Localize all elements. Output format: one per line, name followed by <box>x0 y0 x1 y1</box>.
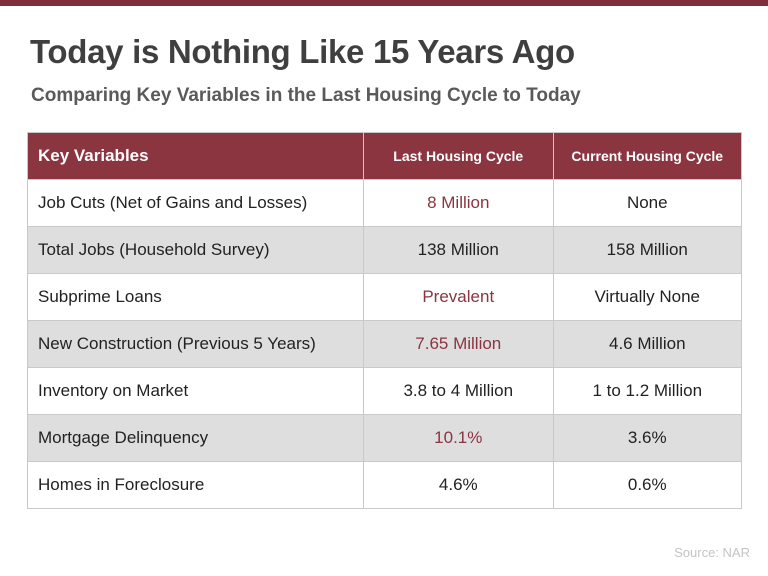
row: New Construction (Previous 5 Years) 7.65… <box>26 320 743 368</box>
cell: 1 to 1.2 Million <box>552 367 743 415</box>
row: Inventory on Market 3.8 to 4 Million 1 t… <box>26 367 743 415</box>
cell: 158 Million <box>552 226 743 274</box>
subtitle: Comparing Key Variables in the Last Hous… <box>31 85 581 106</box>
source-note: Source: NAR <box>674 545 750 560</box>
cell: 4.6 Million <box>552 320 743 368</box>
cell: 3.6% <box>552 414 743 462</box>
cell: 8 Million <box>363 179 554 227</box>
header-row: Key Variables Last Housing Cycle Current… <box>26 132 743 180</box>
cell: 7.65 Million <box>363 320 554 368</box>
comparison-table: Key Variables Last Housing Cycle Current… <box>26 132 743 509</box>
title: Today is Nothing Like 15 Years Ago <box>30 33 575 70</box>
cell: Prevalent <box>363 273 554 321</box>
cell: 4.6% <box>363 461 554 509</box>
column-header: Current Housing Cycle <box>552 132 743 180</box>
column-header: Key Variables <box>26 132 365 180</box>
cell: Homes in Foreclosure <box>26 461 365 509</box>
row: Total Jobs (Household Survey) 138 Millio… <box>26 226 743 274</box>
cell: None <box>552 179 743 227</box>
row: Job Cuts (Net of Gains and Losses) 8 Mil… <box>26 179 743 227</box>
row: Mortgage Delinquency 10.1% 3.6% <box>26 414 743 462</box>
cell: Virtually None <box>552 273 743 321</box>
cell: Inventory on Market <box>26 367 365 415</box>
cell: New Construction (Previous 5 Years) <box>26 320 365 368</box>
cell: Subprime Loans <box>26 273 365 321</box>
top-bar <box>0 0 768 6</box>
cell: 10.1% <box>363 414 554 462</box>
cell: Mortgage Delinquency <box>26 414 365 462</box>
column-header: Last Housing Cycle <box>363 132 554 180</box>
row: Subprime Loans Prevalent Virtually None <box>26 273 743 321</box>
cell: 138 Million <box>363 226 554 274</box>
cell: Total Jobs (Household Survey) <box>26 226 365 274</box>
cell: 3.8 to 4 Million <box>363 367 554 415</box>
cell: 0.6% <box>552 461 743 509</box>
row: Homes in Foreclosure 4.6% 0.6% <box>26 461 743 509</box>
cell: Job Cuts (Net of Gains and Losses) <box>26 179 365 227</box>
